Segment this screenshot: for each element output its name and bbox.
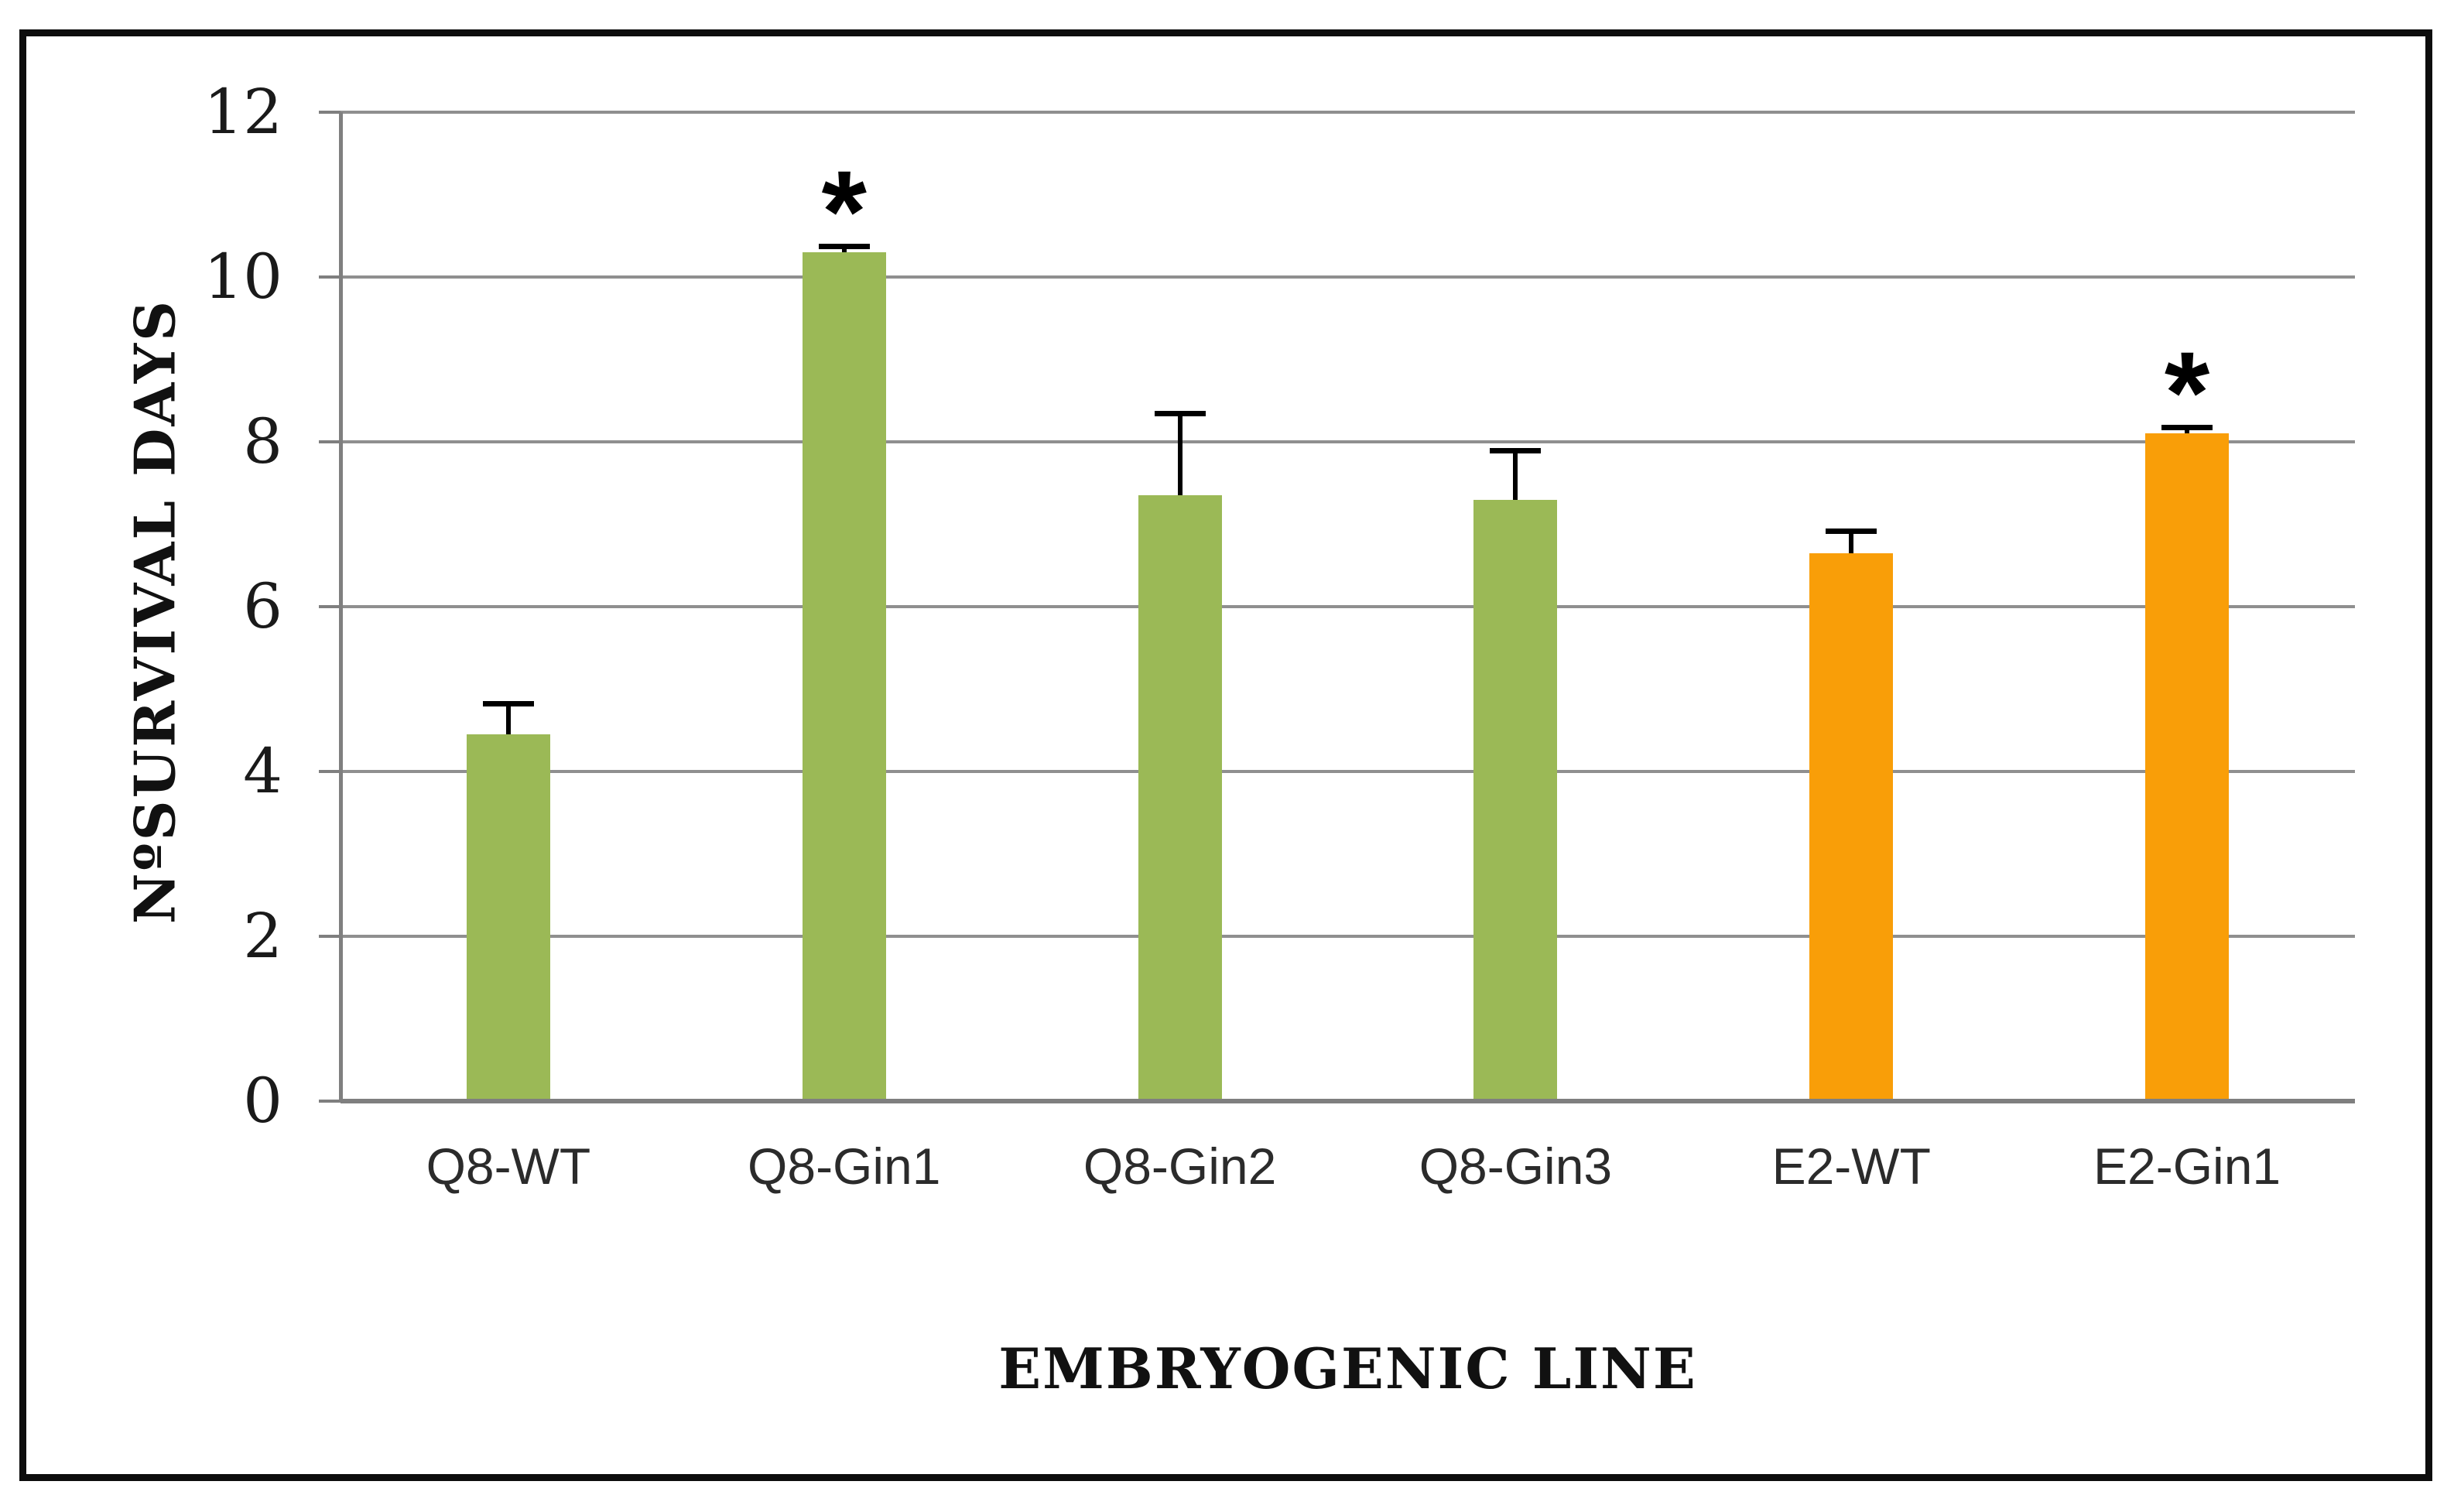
gridline-y-4 [341, 770, 2355, 773]
y-axis-line [339, 112, 343, 1101]
y-axis-title: NºSURVIVAL DAYS [122, 298, 188, 925]
error-bar-stem-Q8-Gin3 [1513, 450, 1518, 500]
gridline-y-12 [341, 111, 2355, 114]
bar-Q8-Gin1 [802, 252, 886, 1101]
x-tick-label-Q8-Gin2: Q8-Gin2 [1083, 1137, 1277, 1195]
significance-asterisk-E2-Gin1: * [2164, 327, 2210, 457]
bar-Q8-Gin2 [1138, 495, 1222, 1101]
gridline-y-2 [341, 935, 2355, 938]
error-bar-cap-Q8-Gin1 [818, 243, 870, 249]
gridline-y-6 [341, 605, 2355, 608]
y-tick-label-4: 4 [243, 735, 282, 807]
error-bar-stem-E2-Gin1 [2185, 426, 2190, 434]
bar-E2-Gin1 [2145, 433, 2230, 1101]
error-bar-cap-E2-Gin1 [2161, 424, 2213, 430]
bar-Q8-Gin3 [1473, 499, 1558, 1101]
significance-asterisk-Q8-Gin1: * [821, 145, 867, 276]
error-bar-cap-Q8-Gin3 [1490, 447, 1542, 453]
y-tick-label-12: 12 [204, 76, 282, 148]
bar-E2-WT [1809, 552, 1894, 1101]
y-tick-label-10: 10 [204, 241, 282, 313]
x-axis-line [341, 1099, 2355, 1103]
y-tick-label-8: 8 [243, 405, 282, 477]
x-tick-label-E2-WT: E2-WT [1771, 1137, 1931, 1195]
y-tick-label-6: 6 [243, 570, 282, 642]
x-axis-title: EMBRYOGENIC LINE [998, 1336, 1697, 1401]
bar-Q8-WT [466, 734, 550, 1101]
y-tick-10 [319, 275, 341, 279]
y-tick-2 [319, 935, 341, 938]
x-tick-label-Q8-Gin1: Q8-Gin1 [748, 1137, 941, 1195]
x-tick-label-Q8-Gin3: Q8-Gin3 [1419, 1137, 1613, 1195]
y-tick-8 [319, 440, 341, 443]
y-tick-0 [319, 1100, 341, 1103]
error-bar-cap-E2-WT [1826, 529, 1877, 535]
y-tick-label-2: 2 [243, 900, 282, 972]
gridline-y-10 [341, 275, 2355, 279]
error-bar-stem-Q8-Gin1 [841, 245, 847, 253]
x-tick-label-E2-Gin1: E2-Gin1 [2093, 1137, 2281, 1195]
error-bar-cap-Q8-WT [482, 700, 534, 706]
error-bar-stem-E2-WT [1849, 531, 1854, 553]
error-bar-stem-Q8-Gin2 [1177, 412, 1183, 496]
y-tick-label-0: 0 [243, 1065, 282, 1137]
x-tick-label-Q8-WT: Q8-WT [426, 1137, 591, 1195]
y-tick-6 [319, 605, 341, 608]
gridline-y-8 [341, 440, 2355, 443]
error-bar-cap-Q8-Gin2 [1154, 410, 1206, 416]
y-tick-4 [319, 770, 341, 773]
figure-border [19, 29, 2432, 1481]
y-tick-12 [319, 111, 341, 114]
error-bar-stem-Q8-WT [505, 703, 511, 735]
